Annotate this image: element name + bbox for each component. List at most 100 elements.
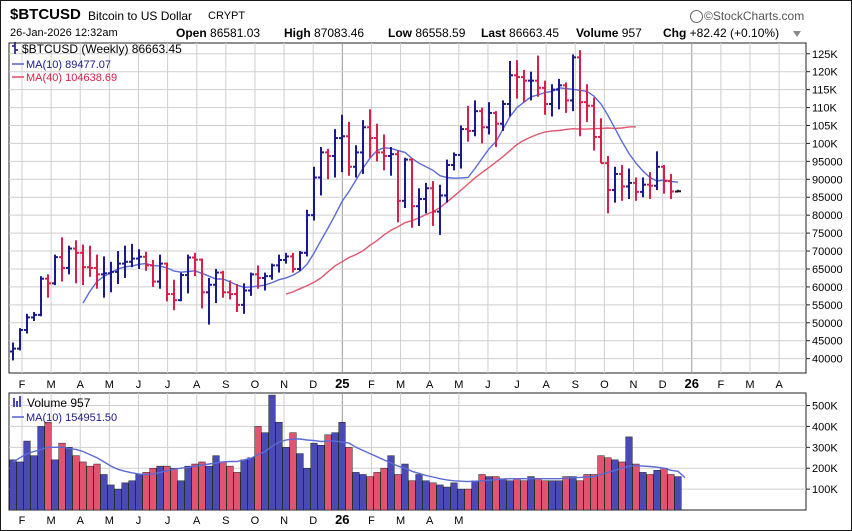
ma10-legend-label: MA(10) 89477.07 [26,59,111,71]
volume-bar [359,474,367,511]
volume-x-tick-label: F [19,515,26,527]
price-x-tick-label: N [280,379,288,391]
ohlc-bar [360,120,366,174]
ohlc-bar [563,82,569,113]
volume-bar [681,509,689,511]
volume-bar [513,478,521,511]
ohlc-bar [619,164,625,201]
dropdown-arrow-icon[interactable] [792,29,802,39]
volume-x-tick-label: M [454,515,463,527]
ohlc-bar [122,245,128,278]
ohlc-bar [577,50,583,137]
low-value: 86558.59 [415,26,466,40]
price-x-tick-label: A [775,379,783,391]
volume-bar [303,467,311,511]
ohlc-bar [535,55,541,97]
ohlc-bar [549,84,555,117]
price-legend: $BTCUSD (Weekly) 86663.45 MA(10) 89477.0… [12,42,182,84]
volume-bar [128,480,136,511]
price-x-tick-label: M [454,379,463,391]
ohlc-bar [143,251,149,271]
ohlc-bar [647,172,653,200]
price-x-tick-label: A [77,379,85,391]
price-x-tick-label: M [745,379,754,391]
ma40-legend-label: MA(40) 104638.69 [26,72,117,84]
price-x-tick-label: S [222,379,229,391]
ohlc-bar [605,155,611,214]
ohlc-bar [381,134,387,171]
volume-x-tick-label: A [193,515,201,527]
ohlc-bar [45,274,51,298]
ohlc-bar [556,78,562,110]
price-x-tick-label: 25 [335,376,349,391]
ohlc-bar [339,114,345,173]
ohlc-bar [129,243,135,268]
volume-bar [443,486,451,511]
open-label: Open [176,26,207,40]
volume-bar [541,480,549,511]
ohlc-bar [269,263,275,280]
volume-value: 957 [621,26,642,40]
volume-bar [184,465,192,511]
volume-bar [660,467,668,511]
volume-bar [569,476,577,511]
price-y-tick-label: 110K [812,103,838,115]
price-legend-label: $BTCUSD (Weekly) 86663.45 [22,42,182,56]
volume-bar [478,474,486,511]
volume-bar [604,457,612,511]
ohlc-bar [136,249,142,269]
volume-bar [674,476,682,511]
ohlc-bar [444,159,450,203]
ohlc-bar [164,262,170,302]
volume-bar [331,432,339,511]
price-y-tick-label: 90000 [812,174,843,186]
ohlc-bar [38,276,44,317]
price-y-tick-label: 55000 [812,300,843,312]
volume-bar [205,465,213,511]
volume-x-tick-label: D [309,515,317,527]
volume-bar [492,476,500,511]
volume-bar [9,459,17,511]
volume-bar [170,467,178,511]
volume-bar [100,474,108,511]
price-x-tick-label: J [485,379,491,391]
volume-bar [625,436,633,511]
price-x-tick-label: J [165,379,171,391]
volume-bar [408,480,416,511]
ohlc-bar [395,150,401,223]
volume-x-tick-label: A [426,515,434,527]
volume-bar [450,482,458,511]
volume-bar [611,459,619,511]
volume-bar [471,480,479,511]
ohlc-bar [437,184,443,235]
vol-ma-legend-label: MA(10) 154951.50 [26,412,117,424]
ohlc-bar [80,244,86,286]
ohlc-bar [374,123,380,162]
volume-y-tick-label: 400K [812,421,838,433]
volume-bar [23,440,31,511]
ohlc-bar [500,100,506,131]
price-x-tick-label: D [309,379,317,391]
ohlc-bar [528,71,534,101]
price-x-tick-label: J [514,379,520,391]
volume-bar [401,463,409,511]
ohlc-bar [87,245,93,277]
price-y-tick-label: 95000 [812,156,843,168]
volume-bar [667,474,675,511]
price-x-tick-label: M [105,379,114,391]
volume-bar [590,474,598,511]
ohlc-bar [311,166,317,221]
ohlc-bar [94,254,100,289]
volume-bar [51,459,59,511]
volume-bar [352,472,360,511]
ohlc-bar [633,177,639,201]
exchange-label: CRYPT [208,10,246,22]
price-x-tick-label: A [542,379,550,391]
ohlc-bar [430,181,436,226]
volume-x-tick-label: M [47,515,56,527]
volume-bar [485,476,493,511]
volume-bar [555,480,563,511]
ohlc-bar [318,147,324,196]
volume-bar [93,463,101,511]
volume-bar [247,457,255,511]
